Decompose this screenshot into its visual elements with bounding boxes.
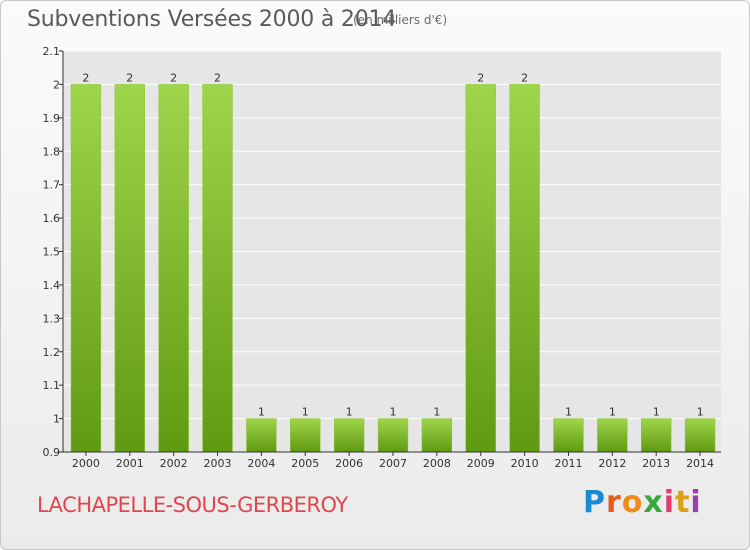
y-tick-label: 2.1 (43, 45, 61, 58)
data-label: 2 (477, 71, 484, 84)
bar-2006 (333, 418, 365, 453)
logo-letter: o (621, 485, 644, 520)
y-tick-label: 1.5 (43, 246, 61, 259)
data-label: 1 (565, 406, 572, 419)
x-tick-label: 2005 (291, 457, 319, 470)
x-tick-label: 2011 (554, 457, 582, 470)
data-label: 1 (433, 406, 440, 419)
y-tick-label: 2 (53, 78, 60, 91)
logo-letter: x (643, 485, 664, 520)
bar-2013 (641, 418, 672, 453)
y-tick-label: 0.9 (43, 446, 61, 459)
bar-2011 (553, 418, 584, 453)
x-tick-label: 2001 (116, 457, 144, 470)
x-tick-label: 2000 (72, 457, 100, 470)
y-tick-label: 1.2 (43, 346, 61, 359)
y-tick-label: 1.9 (43, 112, 61, 125)
y-tick-labels: 0.9 1 1.1 1.2 1.3 1.4 1.5 1.6 1.7 1.8 1.9 2 2.1 (43, 45, 63, 459)
logo-letter: i (663, 485, 676, 520)
bar-2009 (465, 84, 496, 453)
x-tick-label: 2004 (247, 457, 275, 470)
x-tick-label: 2003 (204, 457, 232, 470)
data-labels: 2 2 2 2 1 1 1 1 1 2 2 1 1 1 1 (82, 71, 703, 418)
x-tick-label: 2013 (642, 457, 670, 470)
bar-2007 (377, 418, 409, 453)
x-tick-label: 2014 (686, 457, 714, 470)
commune-name: LACHAPELLE-SOUS-GERBEROY (37, 493, 348, 517)
bar-2010 (509, 84, 540, 453)
bar-2005 (290, 418, 321, 453)
bar-2012 (597, 418, 628, 453)
data-label: 1 (302, 406, 309, 419)
logo-letter: r (606, 485, 622, 520)
y-tick-label: 1.6 (43, 212, 61, 225)
data-label: 2 (126, 71, 133, 84)
data-label: 1 (697, 406, 704, 419)
data-label: 2 (170, 71, 177, 84)
chart-title: Subventions Versées 2000 à 2014 (27, 7, 397, 32)
data-label: 2 (521, 71, 528, 84)
data-label: 2 (214, 71, 221, 84)
bars (70, 84, 716, 453)
data-label: 1 (653, 406, 660, 419)
y-tick-label: 1.1 (43, 379, 61, 392)
data-label: 1 (609, 406, 616, 419)
data-label: 1 (390, 406, 397, 419)
bar-2002 (158, 84, 189, 453)
x-tick-label: 2007 (379, 457, 407, 470)
y-tick-label: 1.4 (43, 279, 61, 292)
logo-letter: P (583, 485, 606, 520)
bar-2000 (70, 84, 102, 453)
y-tick-label: 1.7 (43, 179, 61, 192)
x-tick-label: 2002 (160, 457, 188, 470)
y-tick-label: 1.3 (43, 312, 61, 325)
data-label: 1 (346, 406, 353, 419)
x-tick-label: 2010 (511, 457, 539, 470)
y-tick-label: 1.8 (43, 145, 61, 158)
x-tick-label: 2008 (423, 457, 451, 470)
bar-2014 (684, 418, 716, 453)
bar-2004 (246, 418, 277, 453)
x-tick-labels: 2000 2001 2002 2003 2004 2005 2006 2007 2008 2009… (72, 452, 714, 470)
bar-2008 (421, 418, 453, 453)
data-label: 2 (82, 71, 89, 84)
y-tick-label: 1 (53, 413, 60, 426)
x-tick-label: 2006 (335, 457, 363, 470)
bar-2001 (114, 84, 145, 453)
logo-letter: t (675, 485, 691, 520)
chart-subtitle: (en milliers d'€) (353, 13, 448, 27)
x-tick-label: 2009 (467, 457, 495, 470)
x-tick-label: 2012 (598, 457, 626, 470)
proxiti-logo: Proxiti (583, 485, 702, 520)
logo-letter: i (690, 485, 702, 520)
bar-2003 (202, 84, 233, 453)
data-label: 1 (258, 406, 265, 419)
